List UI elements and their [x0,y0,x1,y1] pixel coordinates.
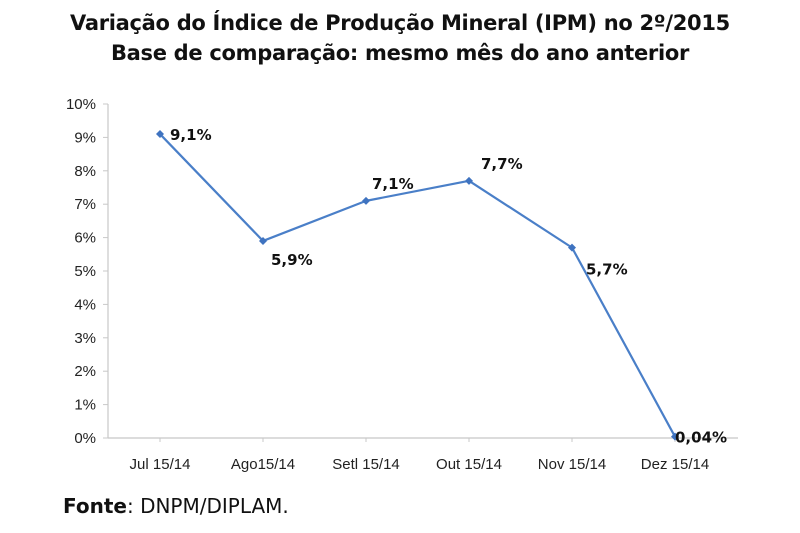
x-tick-label: Jul 15/14 [130,456,191,473]
x-tick-label: Dez 15/14 [641,456,709,473]
chart-title: Variação do Índice de Produção Mineral (… [70,11,730,35]
data-point-marker [156,130,164,139]
y-tick-label: 5% [74,263,96,280]
x-tick-label: Out 15/14 [436,456,502,473]
y-tick-label: 0% [74,430,96,447]
data-label: 9,1% [170,126,212,144]
data-point-marker [259,236,267,245]
source-label: Fonte [63,494,127,518]
y-tick-label: 4% [74,296,96,313]
series-markers [156,130,679,441]
chart-subtitle: Base de comparação: mesmo mês do ano ant… [110,41,690,65]
data-point-marker [465,176,473,185]
data-point-marker [671,432,679,441]
y-tick-label: 2% [74,363,96,380]
y-tick-label: 10% [66,96,96,113]
series-line [159,133,676,438]
source-text: : DNPM/DIPLAM. [126,494,289,518]
y-tick-label: 3% [74,330,96,347]
data-label: 5,9% [271,251,313,269]
data-label: 7,1% [372,175,414,193]
y-tick-label: 8% [74,163,96,180]
data-label: 5,7% [586,261,628,279]
x-tick-label: Ago15/14 [231,456,295,473]
data-label: 7,7% [481,155,523,173]
source-note: Fonte: DNPM/DIPLAM. [63,494,289,518]
y-tick-label: 9% [74,129,96,146]
x-tick-labels: Jul 15/14 Ago15/14 Setl 15/14 Out 15/14 Nov … [130,438,709,473]
y-tick-labels: 0% 1% 2% 3% 4% 5% 6% 7% 8% 9% 10% [66,96,108,447]
x-tick-label: Setl 15/14 [332,456,400,473]
x-tick-label: Nov 15/14 [538,456,606,473]
data-point-marker [568,243,576,252]
data-labels: 9,1% 5,9% 7,1% 7,7% 5,7% 0,04% [170,126,727,447]
y-tick-label: 6% [74,230,96,247]
y-tick-label: 7% [74,196,96,213]
data-label: 0,04% [675,429,727,447]
data-point-marker [362,196,370,205]
y-tick-label: 1% [74,397,96,414]
